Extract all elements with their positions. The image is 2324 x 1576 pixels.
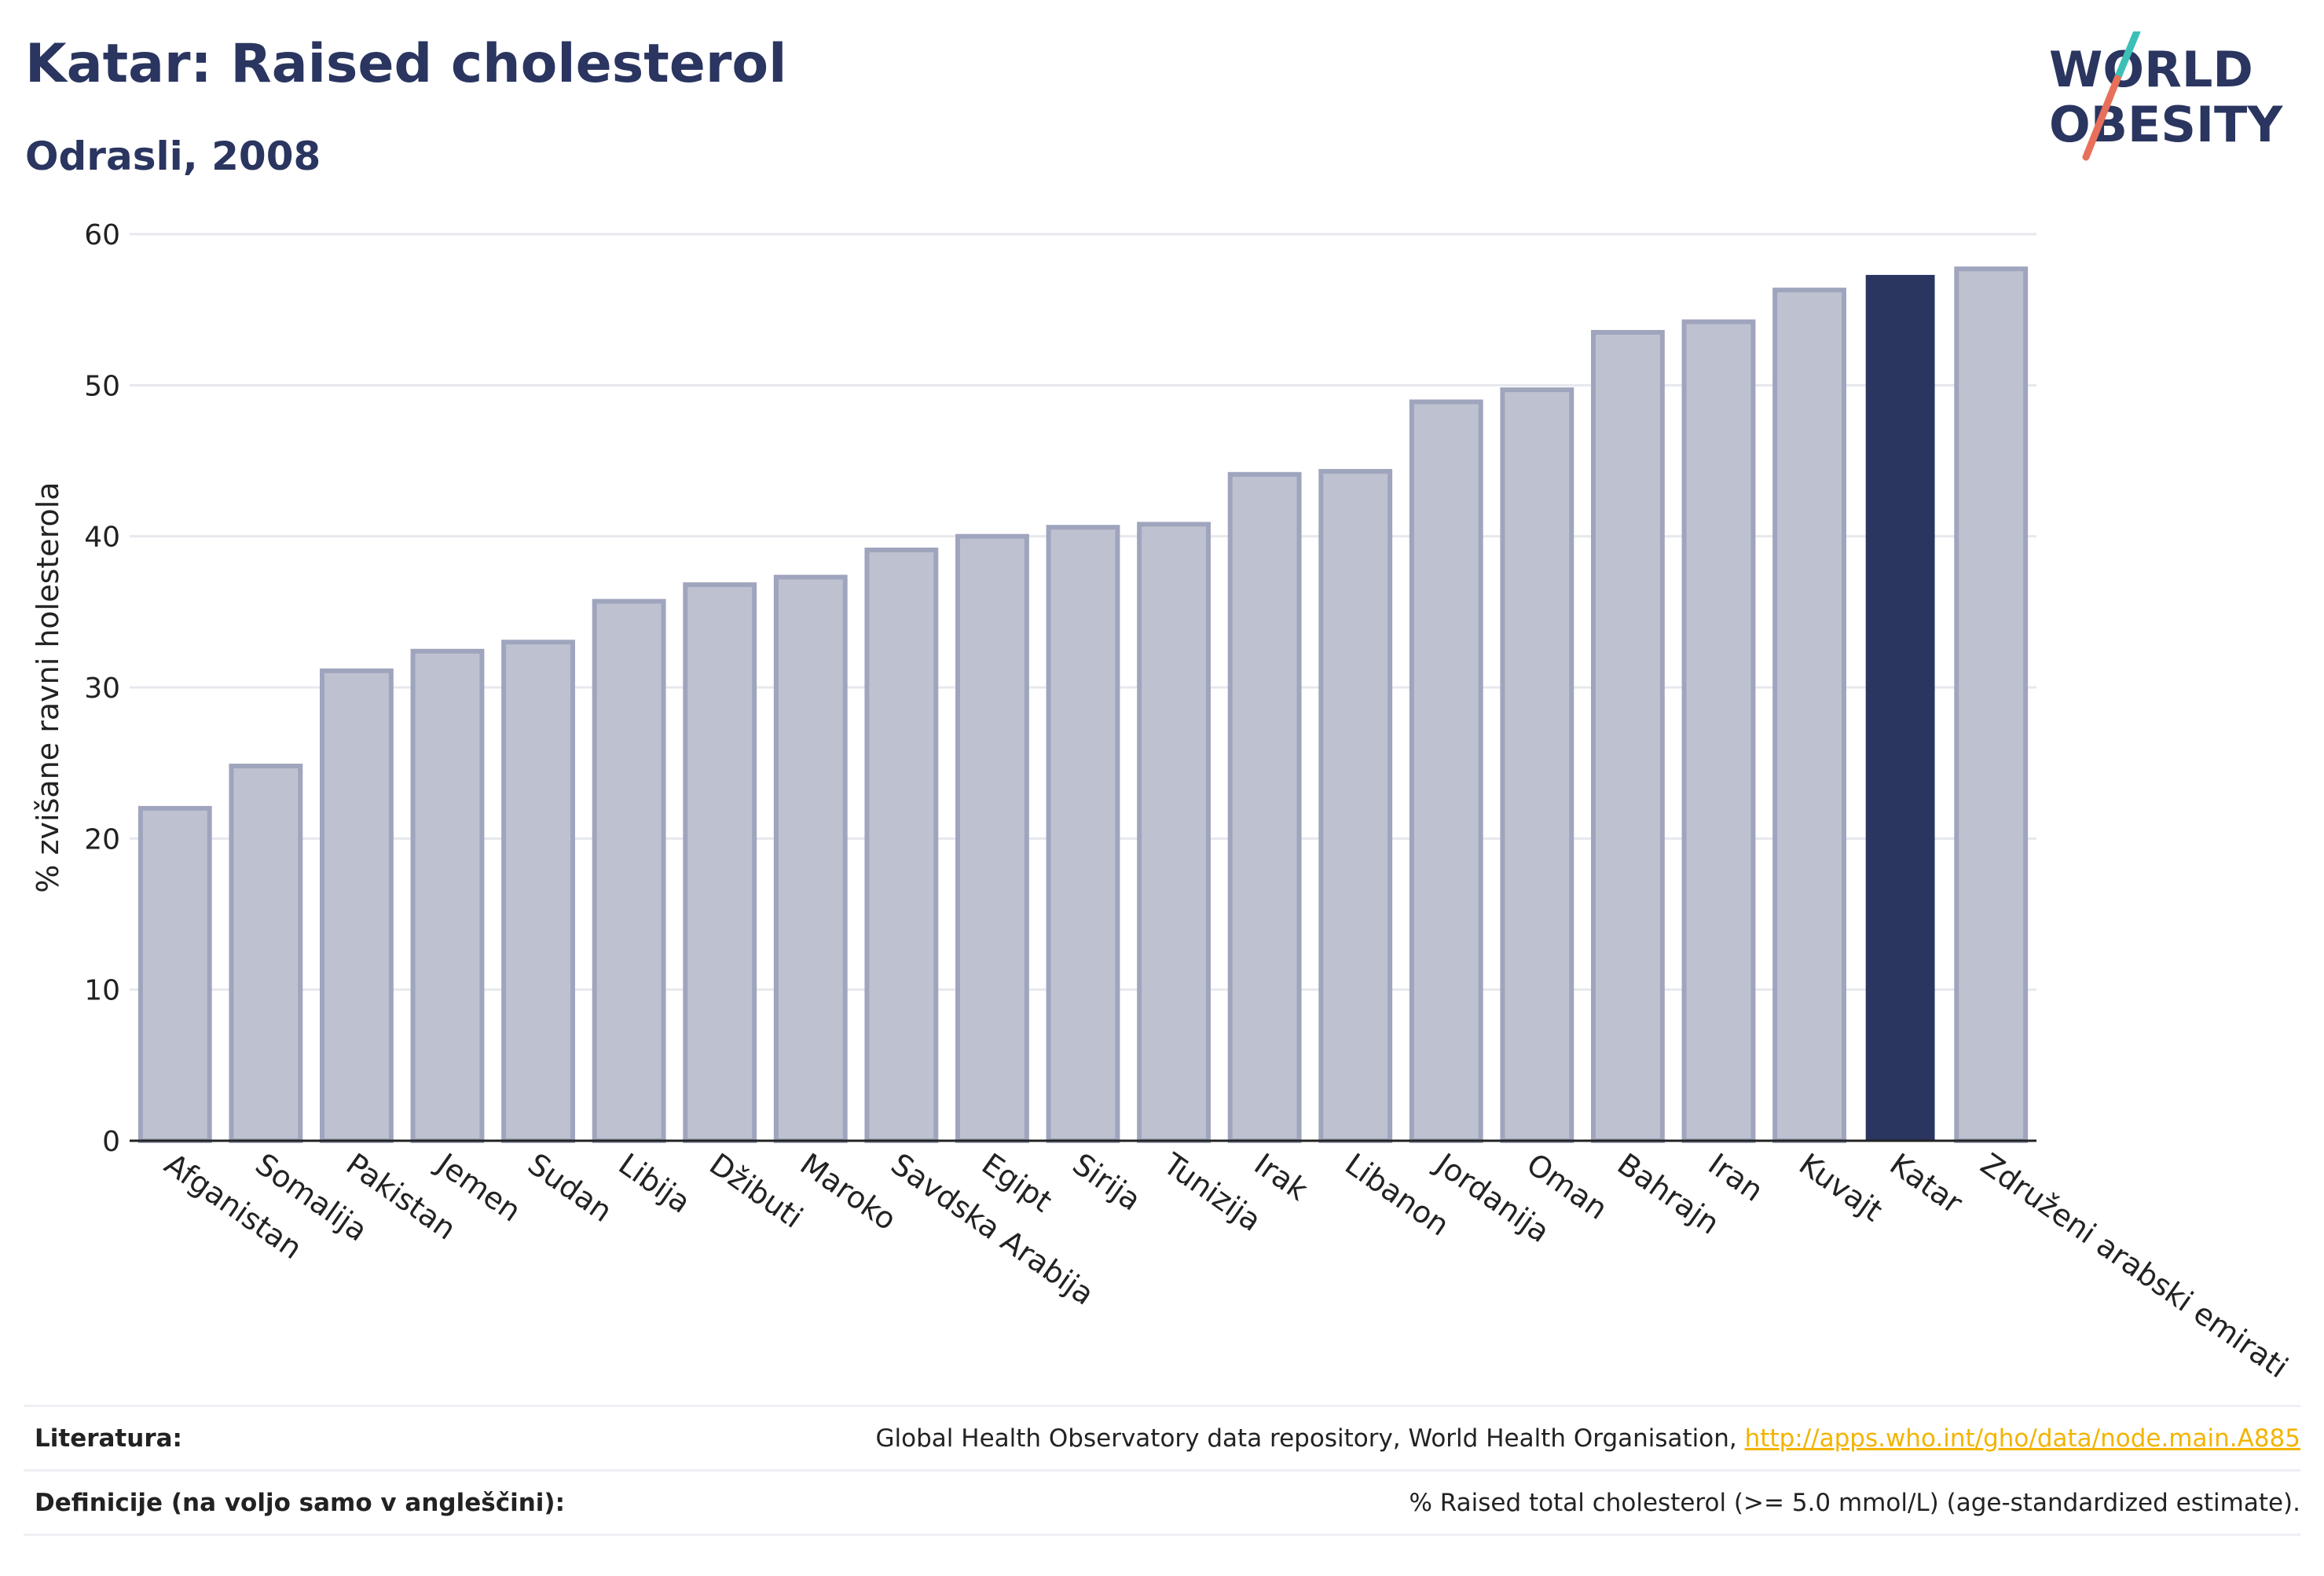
bar [1500,387,1574,1143]
y-tick-label: 10 [84,975,120,1007]
x-tick-label: Irak [1248,1146,1314,1207]
references-text: Global Health Observatory data repositor… [875,1424,1745,1453]
x-tick-label: Sirija [1066,1146,1147,1217]
definitions-label: Definicije (na voljo samo v angleščini): [35,1489,565,1517]
footer-divider [24,1534,2300,1536]
bar [864,547,939,1143]
x-tick-label: Libija [612,1146,696,1220]
x-tick-label: Združeni arabski emirati [1974,1146,2294,1383]
x-tick-label: Libanon [1339,1146,1456,1242]
chart-subtitle: Odrasli, 2008 [25,134,321,179]
bar [1318,468,1393,1143]
bar [1865,274,1935,1142]
bar [773,574,848,1143]
bar [1591,330,1665,1143]
references-label: Literatura: [35,1424,182,1453]
references-value: Global Health Observatory data repositor… [876,1424,2300,1453]
bar [955,533,1029,1143]
bar [229,764,303,1143]
world-obesity-logo: WORLD OBESITY [2049,31,2283,161]
bar [320,668,394,1143]
x-tick-label: Sudan [522,1146,618,1229]
definitions-value: % Raised total cholesterol (>= 5.0 mmol/… [1409,1489,2300,1517]
bar-chart: 0 10 20 30 40 50 60 % zvišane ravni holesterola… [31,219,2294,1383]
x-tick-label: Džibuti [703,1146,809,1235]
bar [410,648,485,1143]
y-tick-label: 30 [84,673,120,705]
y-tick-label: 20 [84,823,120,856]
logo-slash-coral [2082,75,2121,161]
bar [1137,522,1211,1143]
definitions-row: Definicije (na voljo samo v angleščini):… [24,1469,2300,1534]
bar [1681,319,1756,1143]
bar [683,582,757,1143]
bar [1046,525,1120,1143]
bar [1772,288,1846,1143]
bar [1227,471,1302,1143]
y-tick-label: 40 [84,522,120,554]
bar [592,599,666,1143]
y-tick-label: 50 [84,370,120,402]
chart-title: Katar: Raised cholesterol [25,33,787,95]
bar [1409,399,1483,1143]
y-tick-label: 60 [84,219,120,251]
references-row: Literatura: Global Health Observatory da… [24,1405,2300,1470]
references-link[interactable]: http://apps.who.int/gho/data/node.main.A… [1744,1424,2300,1453]
bar [501,640,575,1143]
bar [137,805,212,1144]
logo-slash-teal [2113,31,2141,82]
logo-line1: WORLD [2049,41,2253,98]
y-tick-label: 0 [102,1126,120,1158]
x-tick-label: Bahrajn [1611,1146,1726,1241]
x-tick-label: Tunizija [1157,1146,1267,1238]
x-tick-label: Iran [1702,1146,1769,1208]
bar [1954,266,2029,1143]
y-axis-title: % zvišane ravni holesterola [31,482,65,892]
x-tick-label: Kuvajt [1793,1146,1889,1228]
x-tick-label: Maroko [794,1146,903,1237]
x-tick-label: Katar [1883,1146,1969,1220]
